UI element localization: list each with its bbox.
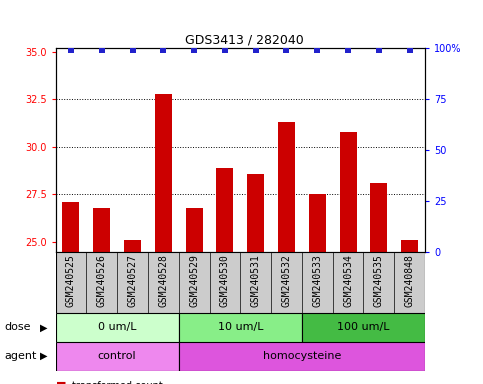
Text: ▶: ▶	[40, 351, 47, 361]
Bar	[340, 132, 356, 252]
Text: GDS3413 / 282040: GDS3413 / 282040	[185, 33, 304, 46]
Bar	[216, 168, 233, 252]
Text: GSM240525: GSM240525	[66, 255, 76, 308]
Bar	[124, 240, 141, 252]
Bar	[278, 122, 295, 252]
Bar	[370, 183, 387, 252]
Text: 0 um/L: 0 um/L	[98, 322, 136, 333]
Bar	[185, 208, 202, 252]
Text: GSM240527: GSM240527	[128, 255, 138, 308]
Text: GSM240530: GSM240530	[220, 255, 230, 308]
Text: GSM240528: GSM240528	[158, 255, 168, 308]
Bar	[179, 313, 302, 342]
Text: GSM240534: GSM240534	[343, 255, 353, 308]
Text: 10 um/L: 10 um/L	[217, 322, 263, 333]
Text: agent: agent	[5, 351, 37, 361]
Bar	[302, 313, 425, 342]
Bar	[56, 313, 179, 342]
Text: transformed count: transformed count	[72, 381, 163, 384]
Bar	[247, 174, 264, 252]
Bar	[401, 240, 418, 252]
Bar	[56, 342, 179, 371]
Text: GSM240529: GSM240529	[189, 255, 199, 308]
Text: GSM240535: GSM240535	[374, 255, 384, 308]
Text: GSM240532: GSM240532	[282, 255, 291, 308]
Text: control: control	[98, 351, 136, 361]
Text: GSM240533: GSM240533	[313, 255, 322, 308]
Bar	[309, 194, 326, 252]
Text: ▶: ▶	[40, 322, 47, 333]
Bar	[179, 342, 425, 371]
Text: ■: ■	[56, 381, 66, 384]
Text: GSM240531: GSM240531	[251, 255, 261, 308]
Text: 100 um/L: 100 um/L	[337, 322, 390, 333]
Bar	[155, 94, 172, 252]
Bar	[62, 202, 79, 252]
Bar	[93, 208, 110, 252]
Text: GSM240526: GSM240526	[97, 255, 107, 308]
Text: GSM240848: GSM240848	[405, 255, 414, 308]
Text: dose: dose	[5, 322, 31, 333]
Text: homocysteine: homocysteine	[263, 351, 341, 361]
